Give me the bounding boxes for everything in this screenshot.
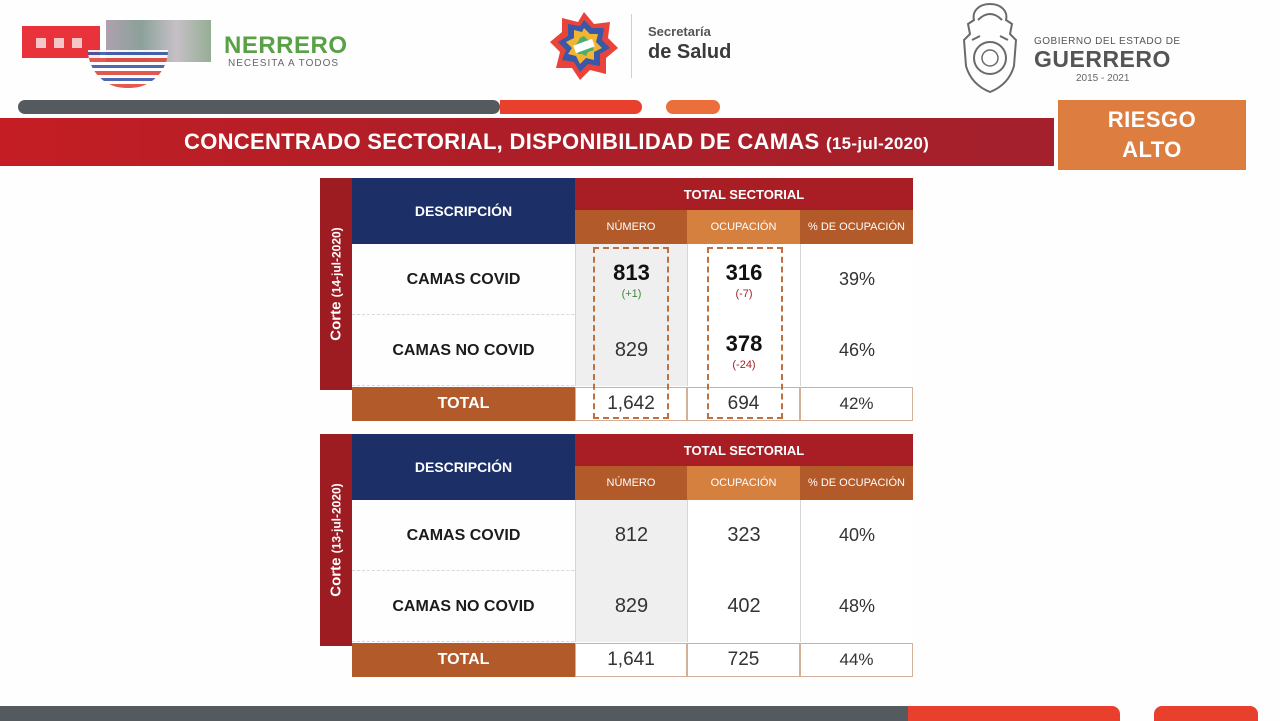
header-pct-ocupacion: % DE OCUPACIÓN xyxy=(800,210,913,244)
total-numero: 1,641 xyxy=(575,643,687,677)
cell-pct: 46% xyxy=(800,315,913,386)
cell-numero: 812 xyxy=(575,500,687,571)
header-total-sectorial: TOTAL SECTORIAL xyxy=(575,434,913,466)
header-numero: NÚMERO xyxy=(575,210,687,244)
title-date: (15-jul-2020) xyxy=(825,134,930,153)
total-numero: 1,642 xyxy=(575,387,687,421)
delta-down: (-7) xyxy=(735,287,753,300)
table-block-1: Corte (14-jul-2020) DESCRIPCIÓN TOTAL SE… xyxy=(320,178,914,422)
cell-numero: 829 xyxy=(575,315,687,386)
header-ocupacion: OCUPACIÓN xyxy=(687,210,800,244)
decorative-bar xyxy=(500,100,642,114)
table-row: CAMAS NO COVID 829 402 48% xyxy=(352,571,913,642)
cell-numero: 829 xyxy=(575,571,687,642)
header-numero: NÚMERO xyxy=(575,466,687,500)
gob-line1: GOBIERNO DEL ESTADO DE xyxy=(1034,36,1181,47)
total-ocupacion: 725 xyxy=(687,643,800,677)
decorative-bar xyxy=(18,100,500,114)
table-row: CAMAS NO COVID 829 378 (-24) 46% xyxy=(352,315,913,386)
total-label: TOTAL xyxy=(352,387,575,421)
row-label: CAMAS NO COVID xyxy=(392,597,535,615)
total-pct: 44% xyxy=(800,643,913,677)
secretaria-salud-logo: Secretaría de Salud xyxy=(546,8,746,88)
cell-ocupacion: 378 (-24) xyxy=(687,315,800,386)
total-ocupacion: 694 xyxy=(687,387,800,421)
header-descripcion: DESCRIPCIÓN xyxy=(352,178,575,244)
total-row: TOTAL 1,641 725 44% xyxy=(352,643,913,677)
salud-line1: Secretaría xyxy=(648,24,711,39)
title-main: CONCENTRADO SECTORIAL, DISPONIBILIDAD DE… xyxy=(184,129,820,154)
logo-name: NERRERO xyxy=(224,32,348,59)
logo-tagline: NECESITA A TODOS xyxy=(228,58,340,69)
decorative-bar xyxy=(908,706,1120,721)
row-label: CAMAS COVID xyxy=(406,270,521,288)
gobierno-guerrero-logo: GOBIERNO DEL ESTADO DE GUERRERO 2015 - 2… xyxy=(958,0,1198,96)
risk-line2: ALTO xyxy=(1122,137,1182,162)
salud-line2: de Salud xyxy=(648,41,732,63)
guerrero-campaign-logo: NERRERO NECESITA A TODOS xyxy=(18,6,348,90)
cell-ocupacion: 316 (-7) xyxy=(687,244,800,315)
total-pct: 42% xyxy=(800,387,913,421)
delta-down: (-24) xyxy=(732,358,756,371)
header-total-sectorial: TOTAL SECTORIAL xyxy=(575,178,913,210)
decorative-bar xyxy=(1154,706,1258,721)
header-descripcion: DESCRIPCIÓN xyxy=(352,434,575,500)
header-ocupacion: OCUPACIÓN xyxy=(687,466,800,500)
risk-line1: RIESGO xyxy=(1107,107,1197,132)
striped-emblem-icon xyxy=(88,50,168,88)
table-row: CAMAS COVID 812 323 40% xyxy=(352,500,913,571)
row-label: CAMAS COVID xyxy=(406,526,521,544)
delta-up: (+1) xyxy=(621,287,642,300)
logo-divider xyxy=(631,14,632,78)
cell-pct: 39% xyxy=(800,244,913,315)
page-title: CONCENTRADO SECTORIAL, DISPONIBILIDAD DE… xyxy=(184,129,929,155)
gob-line2: GUERRERO xyxy=(1034,46,1171,72)
corte-label: Corte (13-jul-2020) xyxy=(320,434,352,646)
title-band xyxy=(0,118,1054,166)
cell-ocupacion: 402 xyxy=(687,571,800,642)
total-row: TOTAL 1,642 694 42% xyxy=(352,387,913,421)
redaction-block-red xyxy=(22,26,100,58)
row-label: CAMAS NO COVID xyxy=(392,341,535,359)
header-pct-ocupacion: % DE OCUPACIÓN xyxy=(800,466,913,500)
redaction-overlay xyxy=(18,20,213,66)
risk-badge: RIESGO ALTO xyxy=(1058,100,1246,170)
state-seal-icon xyxy=(962,2,1018,94)
cell-pct: 40% xyxy=(800,500,913,571)
total-label: TOTAL xyxy=(352,643,575,677)
table-row: CAMAS COVID 813 (+1) 316 (-7) 39% xyxy=(352,244,913,315)
decorative-bar xyxy=(666,100,720,114)
corte-label: Corte (14-jul-2020) xyxy=(320,178,352,390)
gob-years: 2015 - 2021 xyxy=(1076,73,1130,84)
decorative-bar xyxy=(0,706,908,721)
salud-star-icon xyxy=(550,12,618,80)
cell-pct: 48% xyxy=(800,571,913,642)
table-block-2: Corte (13-jul-2020) DESCRIPCIÓN TOTAL SE… xyxy=(320,434,914,678)
cell-numero: 813 (+1) xyxy=(575,244,687,315)
cell-ocupacion: 323 xyxy=(687,500,800,571)
